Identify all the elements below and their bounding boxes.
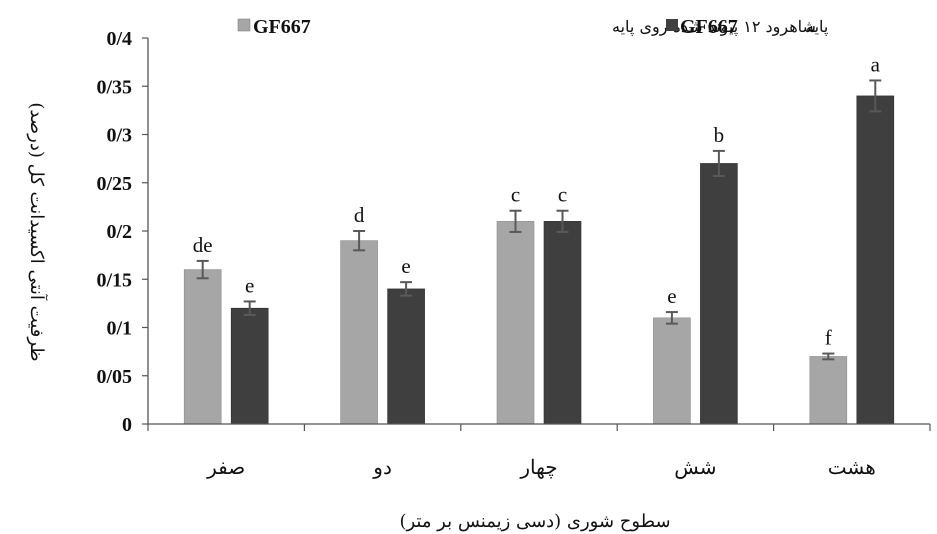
y-axis-ticks: 0 0/05 0/1 0/15 0/2 0/25 0/3 0/35 0/4: [96, 28, 148, 436]
bar: [340, 240, 378, 425]
y-axis-title: ظرفیت آنتی اکسیدانت کل (درصد): [26, 102, 48, 361]
significance-letter: d: [354, 203, 365, 227]
significance-letter: de: [193, 233, 213, 257]
significance-letter: c: [558, 183, 567, 207]
bar: [856, 95, 895, 425]
significance-letter: f: [825, 326, 832, 350]
x-axis-categories: صفر دو چهار شش هشت: [147, 424, 931, 479]
x-category-label: شش: [674, 455, 716, 479]
significance-letter: a: [871, 52, 881, 76]
significance-letter: e: [667, 284, 676, 308]
legend-label-series-2: پایه: [806, 17, 828, 36]
significance-letter: e: [401, 254, 410, 278]
legend-code-series-2: GF667: [680, 16, 738, 38]
bar: [700, 163, 738, 425]
significance-letter: b: [714, 123, 725, 147]
legend-swatch-series-1: [237, 18, 251, 32]
bar: [653, 317, 691, 425]
y-tick-label: 0/4: [106, 28, 132, 50]
significance-letter: c: [511, 183, 520, 207]
y-tick-label: 0/15: [96, 269, 132, 291]
x-category-label: صفر: [206, 455, 245, 479]
bar: [809, 356, 848, 425]
bar: [543, 221, 582, 425]
y-tick-label: 0/35: [96, 76, 132, 98]
legend-swatch-series-2: [666, 19, 678, 31]
legend-label-series-1: شاهرود ۱۲ پیوند شده روی پایه: [612, 17, 816, 36]
bar: [230, 307, 269, 425]
legend: GF667 شاهرود ۱۲ پیوند شده روی پایه GF667…: [237, 16, 828, 38]
y-tick-label: 0: [122, 414, 132, 436]
bar: [183, 269, 222, 425]
x-category-label: چهار: [519, 455, 557, 479]
legend-code-series-1: GF667: [253, 16, 311, 38]
y-tick-label: 0/2: [106, 221, 132, 243]
bar: [496, 221, 535, 425]
y-tick-label: 0/1: [106, 318, 132, 340]
y-tick-label: 0/25: [96, 173, 132, 195]
significance-letter: e: [245, 273, 254, 297]
x-category-label: دو: [372, 455, 392, 479]
x-category-label: هشت: [828, 455, 876, 479]
y-tick-label: 0/3: [106, 125, 132, 147]
y-tick-label: 0/05: [96, 366, 132, 388]
bar: [387, 288, 425, 425]
x-axis-title: سطوح شوری (دسی زیمنس بر متر): [399, 511, 670, 532]
